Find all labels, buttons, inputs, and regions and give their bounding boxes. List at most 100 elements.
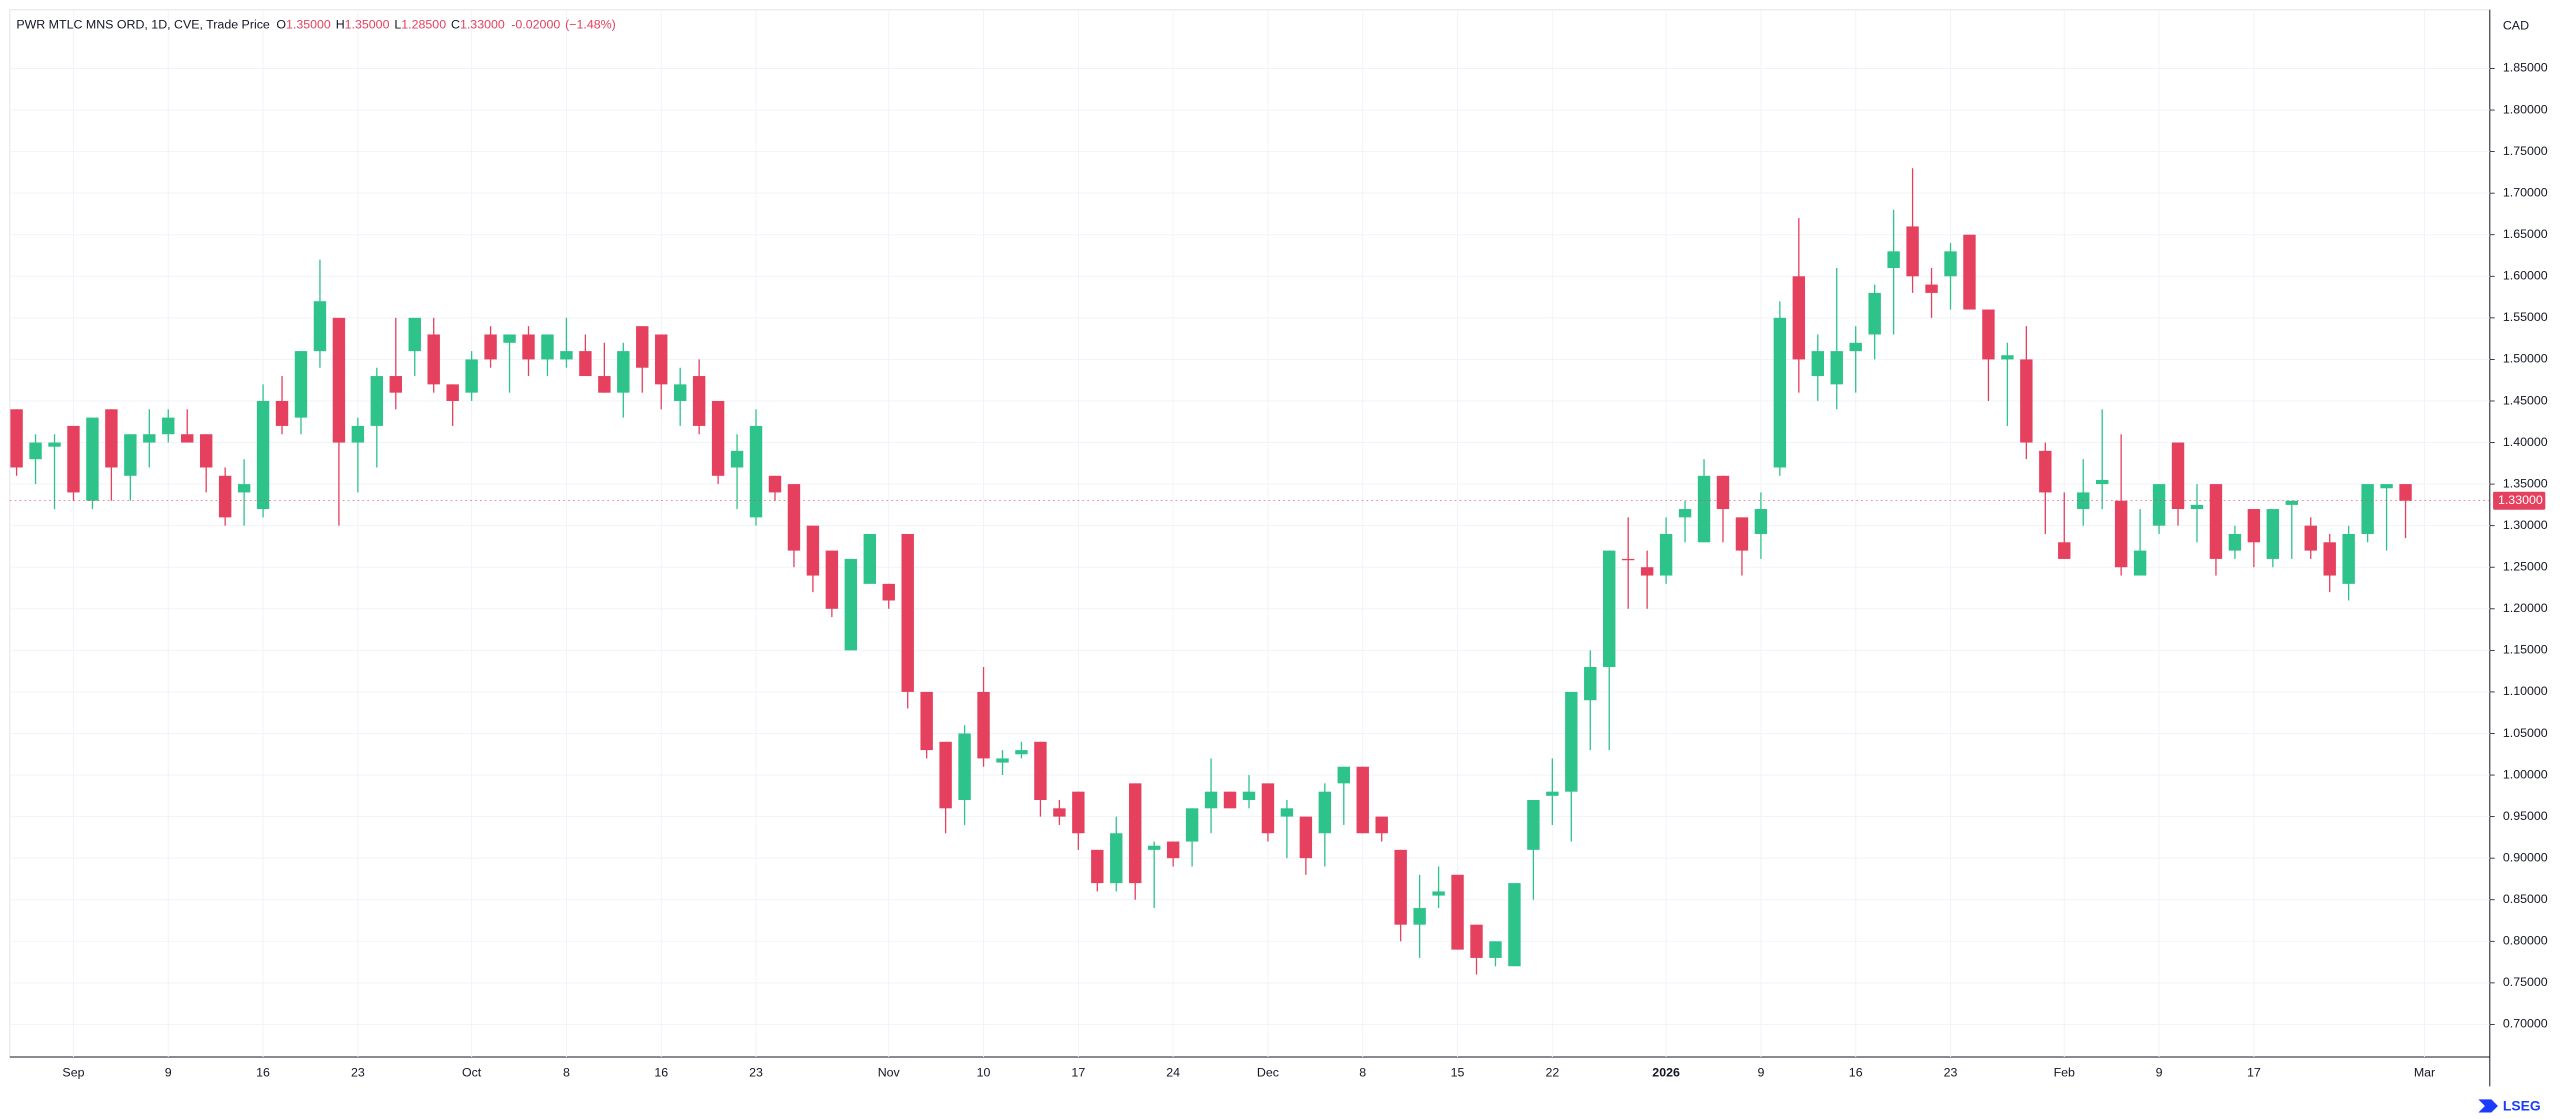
candle-body <box>2190 504 2204 510</box>
y-tick-label: 1.15000 <box>2503 643 2548 657</box>
candle-body <box>351 425 365 443</box>
x-tick-label: 22 <box>1545 1066 1559 1080</box>
candle-body <box>2209 484 2223 559</box>
candle-body <box>806 525 820 576</box>
y-tick-label: 1.75000 <box>2503 144 2548 158</box>
candle-body <box>1015 750 1028 755</box>
candle-body <box>370 376 384 426</box>
candle-body <box>1110 833 1123 884</box>
y-tick-label: 1.25000 <box>2503 560 2548 574</box>
candle-body <box>958 733 971 800</box>
x-tick-label: 23 <box>749 1066 763 1080</box>
x-tick-label: 9 <box>1757 1066 1764 1080</box>
x-tick-label: Oct <box>462 1066 482 1080</box>
x-tick-label: 16 <box>256 1066 270 1080</box>
candle-body <box>2152 484 2166 526</box>
x-tick-label: 16 <box>654 1066 668 1080</box>
candle-body <box>2323 542 2336 576</box>
candle-body <box>920 691 933 751</box>
logo-icon <box>2478 1099 2498 1113</box>
ohlc-value: 1.35000 <box>286 18 331 32</box>
candle-body <box>1261 783 1275 834</box>
candle-body <box>1091 849 1104 884</box>
candle-body <box>2228 533 2242 551</box>
x-tick-label: Sep <box>62 1066 84 1080</box>
x-tick-label: Nov <box>878 1066 901 1080</box>
candle-body <box>1053 808 1066 817</box>
candle-body <box>617 351 630 393</box>
currency-unit: CAD <box>2503 18 2529 32</box>
x-tick-label: 23 <box>351 1066 365 1080</box>
candle-body <box>1242 791 1256 800</box>
candle-body <box>1204 791 1218 809</box>
logo: LSEG <box>2478 1097 2541 1113</box>
candle-body <box>313 301 327 352</box>
candle-body <box>181 434 194 443</box>
candle-body <box>1375 816 1388 834</box>
candle-body <box>1394 849 1407 925</box>
candle-body <box>1659 533 1673 576</box>
candle-body <box>1868 292 1881 335</box>
x-tick-label: 23 <box>1944 1066 1958 1080</box>
x-tick-label: 10 <box>977 1066 991 1080</box>
candle-body <box>2361 484 2374 534</box>
candle-body <box>541 334 554 360</box>
x-tick-label: 9 <box>2156 1066 2163 1080</box>
y-tick-label: 1.00000 <box>2503 767 2548 781</box>
candle-body <box>1318 791 1332 834</box>
candle-body <box>1072 791 1085 834</box>
candle-body <box>844 558 858 651</box>
candle-body <box>105 409 118 468</box>
candle-body <box>2020 359 2033 443</box>
candle-body <box>1621 558 1635 561</box>
candle-body <box>256 400 270 510</box>
candle-body <box>1735 517 1749 551</box>
candle-body <box>636 326 649 368</box>
candle-body <box>1792 276 1806 360</box>
y-tick-label: 0.70000 <box>2503 1017 2548 1031</box>
candle-body <box>1603 550 1616 667</box>
candle-body <box>1280 808 1294 817</box>
candle-body <box>2247 509 2261 543</box>
y-tick-label: 1.10000 <box>2503 684 2548 698</box>
candle-body <box>1584 666 1597 701</box>
candle-body <box>1451 874 1464 950</box>
y-tick-label: 1.50000 <box>2503 352 2548 366</box>
candle-body <box>1925 284 1938 293</box>
y-tick-label: 1.70000 <box>2503 185 2548 199</box>
x-tick-label: Feb <box>2054 1066 2075 1080</box>
candle-body <box>1982 309 1995 360</box>
candle-body <box>692 376 706 426</box>
candle-body <box>655 334 668 385</box>
candle-body <box>408 317 421 352</box>
candle-body <box>901 533 914 692</box>
candle-body <box>237 484 251 493</box>
y-tick-label: 1.80000 <box>2503 102 2548 116</box>
last-price-label: 1.33000 <box>2498 493 2543 507</box>
y-tick-label: 0.80000 <box>2503 934 2548 948</box>
candle-body <box>1830 351 1843 385</box>
candle-body <box>199 434 213 468</box>
y-tick-label: 1.40000 <box>2503 435 2548 449</box>
ohlc-key: O <box>276 18 286 32</box>
change: -0.02000 <box>511 18 560 32</box>
candle-body <box>749 425 763 518</box>
candle-body <box>1413 908 1426 925</box>
candle-body <box>1678 509 1692 518</box>
x-tick-label: 8 <box>563 1066 570 1080</box>
candle-body <box>162 417 175 435</box>
candle-body <box>1887 251 1900 268</box>
candle-body <box>1034 741 1047 800</box>
candle-body <box>48 442 61 447</box>
candle-body <box>711 400 725 476</box>
x-tick-label: 24 <box>1166 1066 1180 1080</box>
candle-body <box>275 400 289 426</box>
y-tick-label: 1.85000 <box>2503 61 2548 75</box>
candle-body <box>2266 509 2280 559</box>
y-tick-label: 0.75000 <box>2503 975 2548 989</box>
candle-body <box>1811 351 1824 377</box>
candle-body <box>996 758 1009 763</box>
candle-body <box>1527 799 1540 850</box>
